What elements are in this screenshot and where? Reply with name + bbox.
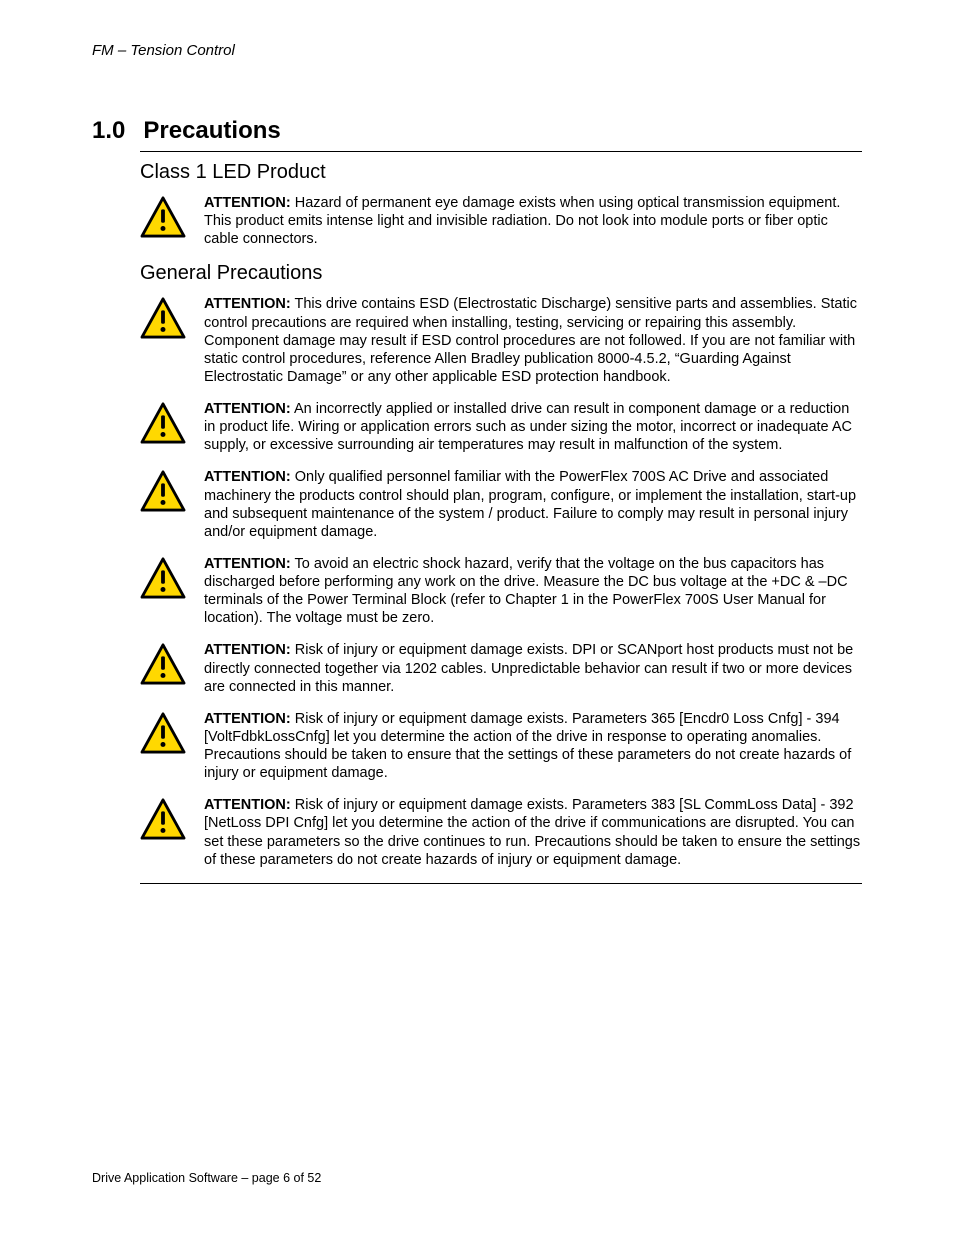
warning-item: ATTENTION: Risk of injury or equipment d… (140, 710, 862, 783)
section-rule (140, 151, 862, 153)
warning-item: ATTENTION: Hazard of permanent eye damag… (140, 194, 862, 248)
running-header: FM – Tension Control (92, 42, 862, 59)
warning-icon (140, 557, 186, 599)
warning-label: ATTENTION: (204, 642, 291, 658)
warning-label: ATTENTION: (204, 556, 291, 572)
warning-label: ATTENTION: (204, 469, 291, 485)
section-end-rule (140, 883, 862, 885)
warning-body: This drive contains ESD (Electrostatic D… (204, 296, 857, 385)
warning-icon (140, 798, 186, 840)
warning-label: ATTENTION: (204, 797, 291, 813)
warning-icon (140, 712, 186, 754)
warning-text: ATTENTION: This drive contains ESD (Elec… (204, 295, 862, 386)
warning-body: Only qualified personnel familiar with t… (204, 469, 856, 539)
warning-icon (140, 470, 186, 512)
warning-text: ATTENTION: Only qualified personnel fami… (204, 468, 862, 541)
warning-icon (140, 297, 186, 339)
warning-item: ATTENTION: An incorrectly applied or ins… (140, 400, 862, 454)
warning-text: ATTENTION: An incorrectly applied or ins… (204, 400, 862, 454)
warning-text: ATTENTION: To avoid an electric shock ha… (204, 555, 862, 628)
warning-body: To avoid an electric shock hazard, verif… (204, 556, 848, 626)
warning-text: ATTENTION: Hazard of permanent eye damag… (204, 194, 862, 248)
warning-item: ATTENTION: This drive contains ESD (Elec… (140, 295, 862, 386)
warning-icon (140, 402, 186, 444)
warning-item: ATTENTION: Risk of injury or equipment d… (140, 796, 862, 869)
warning-text: ATTENTION: Risk of injury or equipment d… (204, 796, 862, 869)
warning-label: ATTENTION: (204, 296, 291, 312)
warning-body: Risk of injury or equipment damage exist… (204, 711, 851, 781)
subheading: Class 1 LED Product (140, 161, 862, 184)
warning-icon (140, 196, 186, 238)
warning-body: Hazard of permanent eye damage exists wh… (204, 195, 840, 247)
section-title: Precautions (143, 117, 280, 145)
warning-body: Risk of injury or equipment damage exist… (204, 642, 853, 694)
warning-text: ATTENTION: Risk of injury or equipment d… (204, 710, 862, 783)
warning-item: ATTENTION: Only qualified personnel fami… (140, 468, 862, 541)
warning-label: ATTENTION: (204, 401, 291, 417)
warning-body: Risk of injury or equipment damage exist… (204, 797, 860, 867)
section-number: 1.0 (92, 117, 125, 145)
warning-label: ATTENTION: (204, 711, 291, 727)
warning-item: ATTENTION: To avoid an electric shock ha… (140, 555, 862, 628)
section-title-row: 1.0 Precautions (92, 117, 862, 145)
subheading: General Precautions (140, 262, 862, 285)
page-footer: Drive Application Software – page 6 of 5… (92, 1171, 321, 1185)
warning-icon (140, 643, 186, 685)
document-page: FM – Tension Control 1.0 Precautions Cla… (0, 0, 954, 1235)
warning-body: An incorrectly applied or installed driv… (204, 401, 852, 453)
warning-text: ATTENTION: Risk of injury or equipment d… (204, 641, 862, 695)
warning-item: ATTENTION: Risk of injury or equipment d… (140, 641, 862, 695)
warning-label: ATTENTION: (204, 195, 291, 211)
